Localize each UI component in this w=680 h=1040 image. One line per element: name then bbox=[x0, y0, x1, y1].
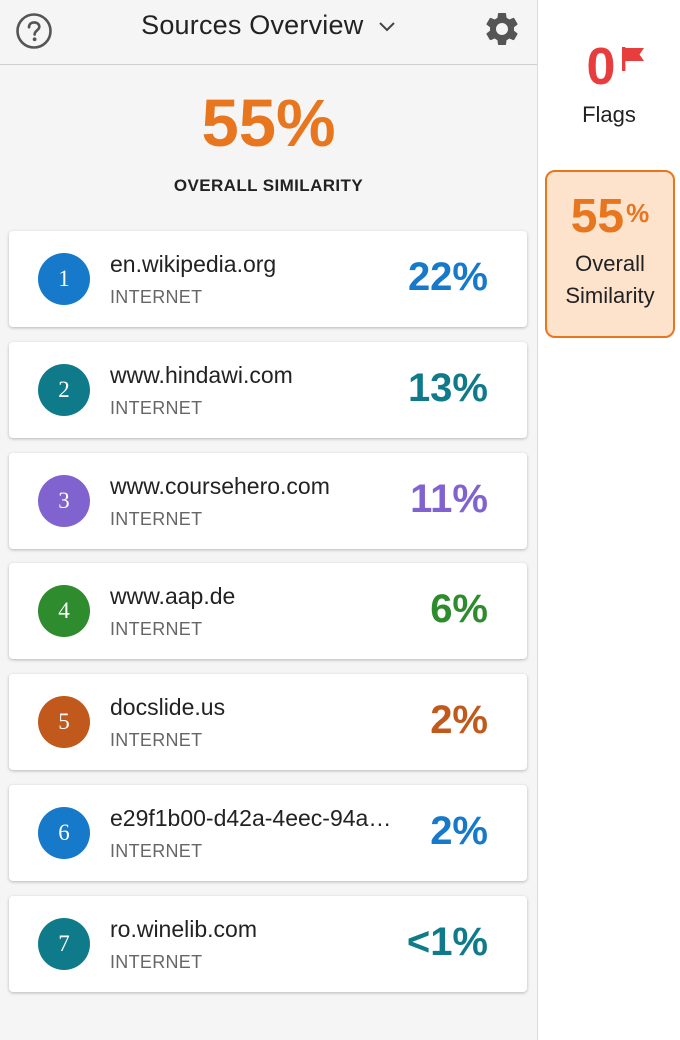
source-type: INTERNET bbox=[110, 841, 203, 861]
overall-similarity-percent: 55% bbox=[201, 86, 336, 161]
flags-button[interactable]: 0 Flags bbox=[538, 40, 680, 128]
sidebar-similarity-percent: 55% bbox=[547, 190, 673, 244]
sidebar-similarity-percent-sign: % bbox=[626, 198, 650, 228]
flag-icon bbox=[622, 47, 645, 71]
sidebar-similarity-label-line2: Similarity bbox=[565, 283, 655, 308]
source-percent: 22% bbox=[407, 255, 488, 299]
source-rank-badge: 4 bbox=[38, 585, 90, 637]
source-name: www.hindawi.com bbox=[110, 362, 293, 388]
source-rank-badge: 5 bbox=[38, 696, 90, 748]
source-percent: 2% bbox=[430, 698, 488, 742]
source-percent: 11% bbox=[410, 477, 488, 521]
source-card[interactable]: 5 docslide.us INTERNET 2% bbox=[9, 674, 527, 770]
source-percent: 13% bbox=[407, 366, 488, 410]
source-percent: 6% bbox=[430, 587, 488, 631]
source-rank-badge: 1 bbox=[38, 253, 90, 305]
source-type: INTERNET bbox=[110, 398, 203, 418]
source-type: INTERNET bbox=[110, 619, 203, 639]
source-percent: 2% bbox=[430, 809, 488, 853]
source-rank-badge: 2 bbox=[38, 364, 90, 416]
sidebar-similarity-value: 55 bbox=[570, 190, 625, 243]
sources-overview-dropdown[interactable]: Sources Overview bbox=[0, 10, 537, 41]
source-percent: <1% bbox=[406, 920, 488, 964]
help-circle-icon[interactable] bbox=[15, 12, 53, 50]
page-title: Sources Overview bbox=[141, 10, 364, 40]
panel-divider bbox=[537, 0, 538, 1040]
panel-header: Sources Overview bbox=[0, 0, 537, 65]
gear-icon[interactable] bbox=[482, 9, 522, 49]
source-rank-badge: 7 bbox=[38, 918, 90, 970]
source-rank-badge: 3 bbox=[38, 475, 90, 527]
source-card[interactable]: 6 e29f1b00-d42a-4eec-94a… INTERNET 2% bbox=[9, 785, 527, 881]
source-name: www.coursehero.com bbox=[110, 473, 330, 499]
source-card[interactable]: 3 www.coursehero.com INTERNET 11% bbox=[9, 453, 527, 549]
source-rank-badge: 6 bbox=[38, 807, 90, 859]
source-card[interactable]: 2 www.hindawi.com INTERNET 13% bbox=[9, 342, 527, 438]
source-card[interactable]: 4 www.aap.de INTERNET 6% bbox=[9, 563, 527, 659]
chevron-down-icon bbox=[379, 22, 395, 32]
flags-count-value: 0 bbox=[586, 38, 616, 96]
source-type: INTERNET bbox=[110, 287, 203, 307]
source-name: docslide.us bbox=[110, 694, 226, 720]
overall-similarity-label: OVERALL SIMILARITY bbox=[173, 176, 364, 195]
source-name: www.aap.de bbox=[110, 583, 236, 609]
source-name: en.wikipedia.org bbox=[110, 251, 277, 277]
overall-similarity-button[interactable]: 55% Overall Similarity bbox=[545, 170, 675, 338]
source-card[interactable]: 7 ro.winelib.com INTERNET <1% bbox=[9, 896, 527, 992]
source-type: INTERNET bbox=[110, 509, 203, 529]
source-name: ro.winelib.com bbox=[110, 916, 257, 942]
overall-similarity: 55% OVERALL SIMILARITY bbox=[0, 86, 537, 196]
flags-count: 0 bbox=[586, 38, 645, 96]
sources-panel: Sources Overview 55% OVERALL SIMILARITY … bbox=[0, 0, 537, 992]
source-type: INTERNET bbox=[110, 952, 203, 972]
sidebar-similarity-label-line1: Overall bbox=[575, 251, 645, 276]
source-type: INTERNET bbox=[110, 730, 203, 750]
flags-label: Flags bbox=[582, 102, 636, 127]
side-rail: 0 Flags 55% Overall Similarity bbox=[538, 0, 680, 1040]
source-name: e29f1b00-d42a-4eec-94a… bbox=[110, 805, 392, 831]
source-card[interactable]: 1 en.wikipedia.org INTERNET 22% bbox=[9, 231, 527, 327]
